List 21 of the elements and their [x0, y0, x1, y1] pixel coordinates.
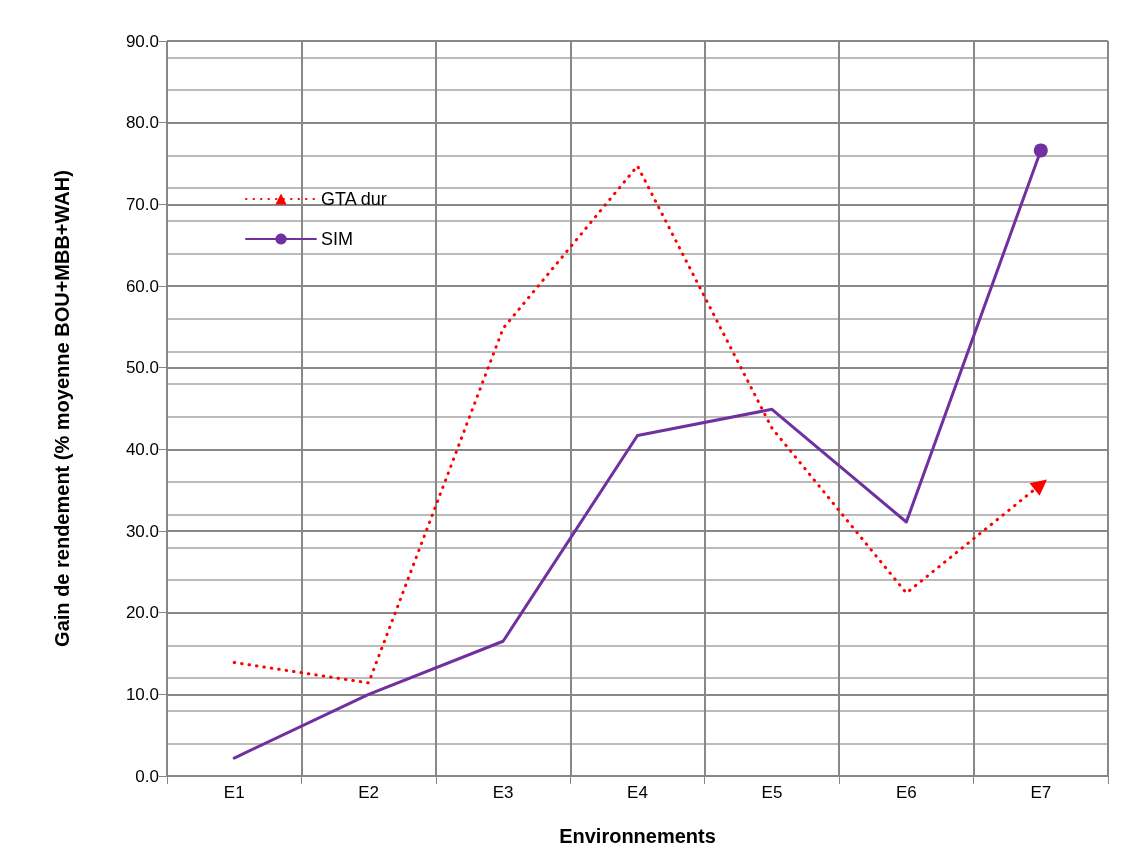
x-tick-label: E4	[627, 783, 648, 802]
y-tick-label: 0.0	[135, 766, 159, 786]
y-tick-label: 30.0	[125, 521, 159, 541]
x-tick-label: E2	[358, 783, 380, 802]
x-tick-label: E6	[895, 783, 917, 802]
x-tick-label: E1	[223, 783, 245, 802]
y-axis-title: Gain de rendement (% moyenne BOU+MBB+WAH)	[51, 170, 73, 647]
x-tick-label: E7	[1030, 783, 1052, 802]
y-tick-label: 50.0	[125, 358, 159, 378]
y-tick-label: 10.0	[125, 684, 159, 704]
legend-label: GTA dur	[321, 189, 387, 209]
y-tick-label: 70.0	[125, 194, 159, 214]
x-tick-label: E3	[492, 783, 514, 802]
y-tick-label: 80.0	[125, 113, 159, 133]
y-tick-label: 90.0	[125, 31, 159, 51]
x-tick-label: E5	[761, 783, 783, 802]
y-tick-label: 20.0	[125, 603, 159, 623]
y-tick-label: 40.0	[125, 439, 159, 459]
legend-label: SIM	[321, 229, 354, 249]
x-axis-title: Environnements	[559, 825, 716, 847]
y-tick-label: 60.0	[125, 276, 159, 296]
